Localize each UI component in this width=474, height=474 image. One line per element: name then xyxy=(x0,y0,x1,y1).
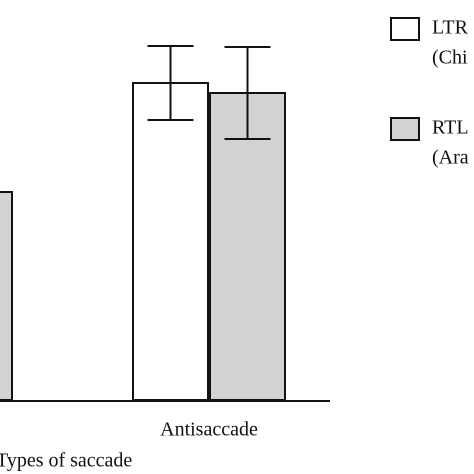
x-axis-label: Types of saccade xyxy=(0,450,132,472)
legend-swatch xyxy=(390,117,420,141)
x-tick-label: Antisaccade xyxy=(160,419,258,441)
legend-sublabel: (Chi xyxy=(432,47,468,69)
bar xyxy=(132,82,209,401)
legend-label: LTR xyxy=(432,17,469,39)
bar xyxy=(0,191,13,401)
bar xyxy=(209,92,286,401)
legend-sublabel: (Ara xyxy=(432,147,469,169)
legend-swatch xyxy=(390,17,420,41)
legend-label: RTL xyxy=(432,117,469,139)
